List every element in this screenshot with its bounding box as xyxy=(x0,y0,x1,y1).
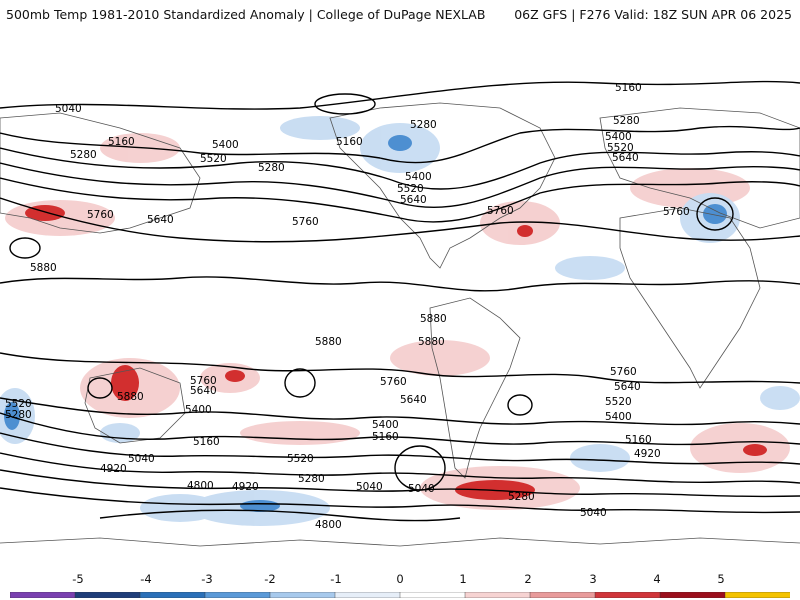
contour-label: 5640 xyxy=(400,194,427,206)
height-contours xyxy=(0,80,800,522)
contour-label: 5760 xyxy=(610,366,637,378)
colorbar-swatch xyxy=(724,592,790,598)
colorbar-tick: -5 xyxy=(72,572,84,586)
contour-labels: 5160 5040 5280 5160 5400 5520 5280 5160 … xyxy=(5,82,690,531)
contour-label: 4920 xyxy=(232,481,259,493)
colorbar-tick: 5 xyxy=(717,572,725,586)
contour-label: 5280 xyxy=(5,409,32,421)
contour-label: 5160 xyxy=(615,82,642,94)
contour-label: 5760 xyxy=(487,205,514,217)
contour-label: 5280 xyxy=(508,491,535,503)
contour-label: 5040 xyxy=(356,481,383,493)
map-canvas: 5160 5040 5280 5160 5400 5520 5280 5160 … xyxy=(0,38,800,558)
colorbar-swatch xyxy=(204,592,271,598)
colorbar-tick: 0 xyxy=(396,572,404,586)
cold-strong-shading xyxy=(4,135,727,512)
contour-label: 4920 xyxy=(634,448,661,460)
colorbar-swatch xyxy=(334,592,401,598)
contour-label: 5640 xyxy=(190,385,217,397)
colorbar-tick: -3 xyxy=(201,572,213,586)
colorbar-swatch xyxy=(399,592,466,598)
contour-label: 5880 xyxy=(420,313,447,325)
colorbar-swatch xyxy=(594,592,661,598)
contour-label: 5760 xyxy=(87,209,114,221)
contour-label: 5280 xyxy=(258,162,285,174)
contour-label: 5280 xyxy=(70,149,97,161)
contour-label: 5280 xyxy=(298,473,325,485)
contour-label: 5400 xyxy=(605,131,632,143)
anomaly-colorbar: -5 -4 -3 -2 -1 0 1 2 3 4 5 xyxy=(0,572,800,600)
contour-label: 5520 xyxy=(5,398,32,410)
contour-label: 5760 xyxy=(190,375,217,387)
contour-label: 5400 xyxy=(605,411,632,423)
contour-label: 5040 xyxy=(55,103,82,115)
contour-label: 5760 xyxy=(663,206,690,218)
colorbar-tick: 4 xyxy=(653,572,661,586)
colorbar-swatches xyxy=(10,592,790,598)
colorbar-swatch xyxy=(529,592,596,598)
colorbar-tick: -1 xyxy=(330,572,342,586)
contour-label: 5040 xyxy=(408,483,435,495)
anomaly-map: 5160 5040 5280 5160 5400 5520 5280 5160 … xyxy=(0,38,800,558)
contour-label: 5280 xyxy=(613,115,640,127)
colorbar-tick: 1 xyxy=(459,572,467,586)
contour-label: 5640 xyxy=(400,394,427,406)
colorbar-tick: 2 xyxy=(524,572,532,586)
contour-label: 5400 xyxy=(185,404,212,416)
continent-outlines xyxy=(0,102,800,547)
map-title: 500mb Temp 1981-2010 Standardized Anomal… xyxy=(6,7,486,22)
contour-label: 5400 xyxy=(372,419,399,431)
colorbar-swatch xyxy=(74,592,141,598)
colorbar-swatch xyxy=(139,592,206,598)
contour-label: 5760 xyxy=(292,216,319,228)
contour-label: 5880 xyxy=(117,391,144,403)
colorbar-swatch xyxy=(10,592,76,598)
contour-label: 5160 xyxy=(625,434,652,446)
contour-label: 5520 xyxy=(200,153,227,165)
contour-label: 5880 xyxy=(418,336,445,348)
contour-label: 5640 xyxy=(612,152,639,164)
contour-label: 5760 xyxy=(380,376,407,388)
contour-label: 5160 xyxy=(108,136,135,148)
contour-label: 4800 xyxy=(315,519,342,531)
model-run-info: 06Z GFS | F276 Valid: 18Z SUN APR 06 202… xyxy=(514,7,792,22)
map-header: 500mb Temp 1981-2010 Standardized Anomal… xyxy=(0,0,800,30)
contour-label: 5160 xyxy=(193,436,220,448)
contour-label: 5640 xyxy=(147,214,174,226)
contour-label: 5160 xyxy=(336,136,363,148)
contour-label: 4800 xyxy=(187,480,214,492)
contour-label: 5520 xyxy=(607,142,634,154)
contour-label: 5520 xyxy=(605,396,632,408)
contour-label: 5160 xyxy=(372,431,399,443)
colorbar-tick: 3 xyxy=(589,572,597,586)
colorbar-tick: -2 xyxy=(264,572,276,586)
contour-label: 5040 xyxy=(128,453,155,465)
contour-label: 5880 xyxy=(30,262,57,274)
contour-label: 5280 xyxy=(410,119,437,131)
contour-label: 5520 xyxy=(397,183,424,195)
colorbar-swatch xyxy=(464,592,531,598)
contour-label: 5040 xyxy=(580,507,607,519)
colorbar-swatch xyxy=(659,592,726,598)
colorbar-swatch xyxy=(269,592,336,598)
contour-label: 5400 xyxy=(405,171,432,183)
contour-label: 5520 xyxy=(287,453,314,465)
contour-label: 5880 xyxy=(315,336,342,348)
contour-label: 5640 xyxy=(614,381,641,393)
contour-label: 4920 xyxy=(100,463,127,475)
colorbar-tick: -4 xyxy=(140,572,152,586)
contour-label: 5400 xyxy=(212,139,239,151)
